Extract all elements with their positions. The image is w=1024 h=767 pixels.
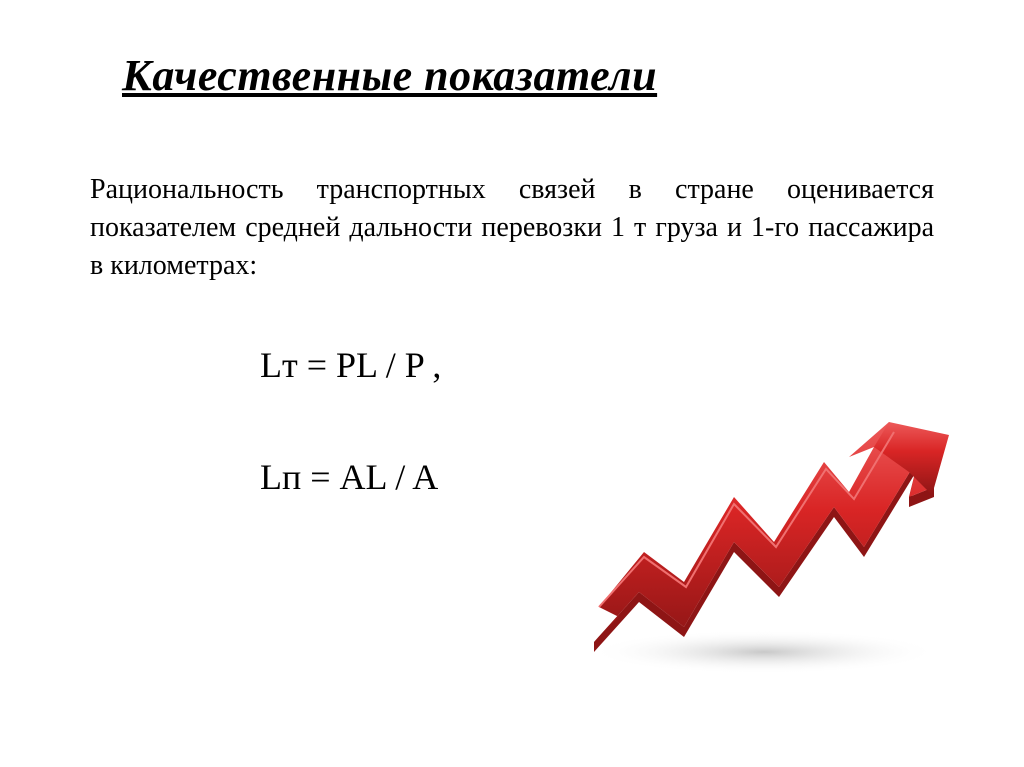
formula-1: Lт = PL / P , [260, 344, 934, 386]
slide-title: Качественные показатели [122, 50, 934, 101]
arrow-graphic [574, 417, 954, 677]
ground-shadow [589, 630, 939, 674]
arrow-body [594, 422, 934, 642]
body-paragraph: Рациональность транспортных связей в стр… [90, 171, 934, 284]
slide-container: Качественные показатели Рациональность т… [0, 0, 1024, 767]
arrow-icon [574, 417, 954, 677]
